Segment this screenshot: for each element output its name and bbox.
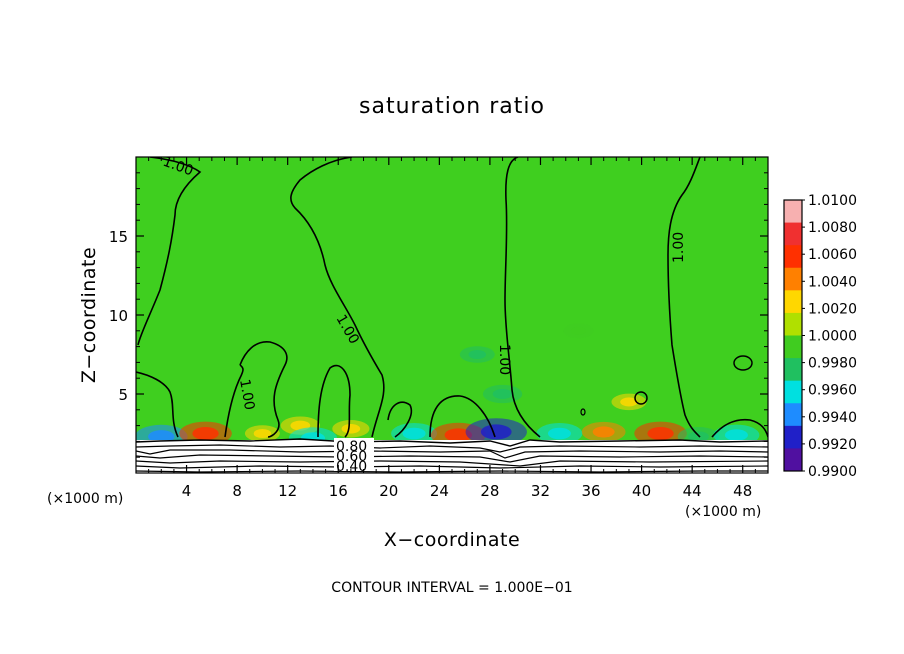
x-tick-label: 8 [232, 482, 242, 500]
heatmap-cell-core [444, 428, 473, 442]
heatmap-cell-core [492, 388, 513, 400]
contour-1-00-loop-3 [580, 408, 586, 416]
colorbar-swatch [784, 403, 802, 427]
heatmap-cell-core [148, 430, 175, 444]
heatmap-cell-core [620, 397, 638, 407]
contour-label: 1.00 [496, 344, 512, 375]
colorbar-swatch [784, 380, 802, 404]
contour-ground-6 [136, 465, 768, 469]
contour-1-00-e [224, 364, 244, 438]
colorbar-swatch [784, 358, 802, 382]
x-tick-label: 4 [182, 482, 192, 500]
colorbar-swatch [784, 448, 802, 472]
x-tick-label: 24 [430, 482, 449, 500]
hotspot-layer [136, 323, 760, 450]
colorbar-level-label: 1.0020 [808, 301, 857, 317]
y-axis-label: Z−coordinate [78, 247, 100, 383]
colorbar: 1.0100 1.0080 1.0060 1.0040 1.0020 1.0000 0.99… [783, 193, 857, 480]
ground-contours [136, 438, 768, 473]
contour-label: 0.80 [336, 439, 367, 455]
heatmap-cell-core [480, 424, 512, 440]
contour-1-00-g [387, 401, 413, 438]
colorbar-level-label: 0.9900 [808, 464, 857, 480]
x-tick-label: 40 [632, 482, 651, 500]
colorbar-swatch [784, 267, 802, 291]
y-tick-label: 10 [109, 307, 128, 325]
y-tick-label: 15 [109, 228, 128, 246]
heatmap-cell-core [688, 431, 709, 442]
heatmap-cell-core [253, 428, 272, 439]
contour-ground-5 [136, 460, 768, 467]
contour-1-00-j [667, 157, 701, 438]
x-axis-ticks: 4 8 12 16 20 24 28 32 36 40 44 48 [148, 157, 756, 500]
colorbar-level-label: 0.9980 [808, 356, 857, 372]
colorbar-level-label: 1.0000 [808, 329, 857, 345]
contour-1-00-k [711, 418, 768, 438]
heatmap-cell-core [468, 349, 487, 360]
contour-1-00-f [317, 364, 351, 438]
x-tick-label: 12 [278, 482, 297, 500]
heatmap-cell-core [724, 429, 748, 441]
x-tick-label: 32 [531, 482, 550, 500]
x-tick-label: 16 [329, 482, 348, 500]
contour-label: 0.40 [336, 459, 367, 475]
colorbar-level-label: 0.9920 [808, 437, 857, 453]
contour-1-00-d [239, 341, 288, 438]
contour-ground-1 [136, 438, 768, 447]
colorbar-swatch [784, 425, 802, 449]
contour-1-00-h [429, 395, 496, 438]
contour-ground-2 [136, 444, 768, 453]
ground-label-backing [334, 438, 374, 471]
colorbar-level-label: 1.0060 [808, 247, 857, 263]
contour-label: 0.60 [336, 449, 367, 465]
x-tick-label: 36 [581, 482, 600, 500]
contour-1-00-loop-1 [733, 355, 753, 371]
heatmap-cell-core [402, 427, 426, 440]
colorbar-swatch [784, 312, 802, 336]
x-tick-label: 20 [379, 482, 398, 500]
colorbar-swatch [784, 200, 802, 224]
contour-1-00-loop-2 [634, 391, 648, 405]
contour-1-00-b [136, 371, 179, 438]
x-tick-label: 28 [480, 482, 499, 500]
colorbar-level-label: 1.0100 [808, 193, 857, 209]
footer-contour-interval: CONTOUR INTERVAL = 1.000E−01 [331, 580, 572, 596]
contour-ground-7 [136, 470, 768, 473]
heatmap-cell-core [570, 326, 587, 335]
x-tick-label: 48 [733, 482, 752, 500]
y-axis-ticks: 5 10 15 [109, 172, 768, 458]
colorbar-swatch [784, 290, 802, 314]
heatmap-cell-core [647, 426, 674, 441]
y-tick-label: 5 [118, 386, 128, 404]
heatmap-cell-core [592, 426, 615, 438]
contour-1-00-c [290, 157, 385, 438]
contour-1-00-a [137, 157, 202, 346]
colorbar-swatch [784, 335, 802, 359]
contour-label: 1.00 [236, 378, 257, 411]
x-unit-left: (×1000 m) [47, 491, 123, 507]
heatmap-cell-core [547, 427, 571, 440]
x-tick-label: 44 [683, 482, 702, 500]
x-axis-label: X−coordinate [384, 529, 520, 551]
colorbar-level-label: 1.0080 [808, 220, 857, 236]
heatmap-cell-core [192, 426, 219, 441]
colorbar-swatch [784, 222, 802, 246]
colorbar-swatch [784, 245, 802, 269]
chart-title: saturation ratio [359, 94, 545, 119]
colorbar-level-label: 1.0040 [808, 274, 857, 290]
plot-background [136, 157, 768, 473]
x-unit-right: (×1000 m) [685, 504, 761, 520]
colorbar-level-label: 0.9960 [808, 383, 857, 399]
contour-label: 1.00 [671, 232, 687, 263]
contour-ground-3 [136, 449, 768, 459]
heatmap-cell-core [341, 423, 361, 434]
colorbar-level-label: 0.9940 [808, 410, 857, 426]
contour-ground-4 [136, 454, 768, 463]
contour-1-00-i [504, 157, 541, 438]
